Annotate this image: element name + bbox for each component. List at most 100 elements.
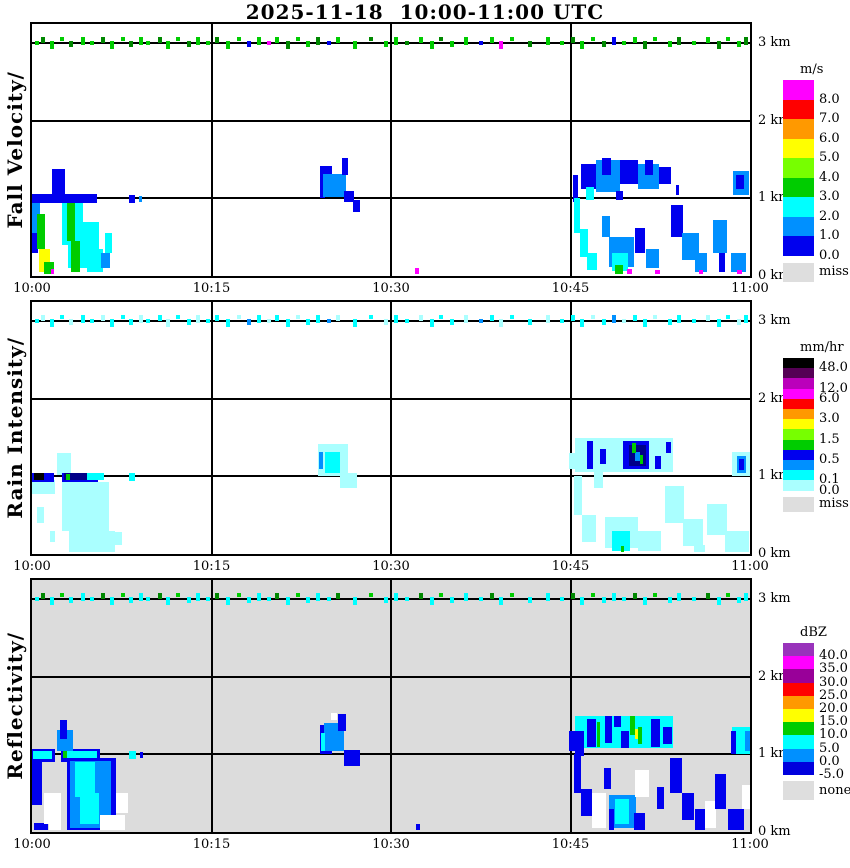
plot-area-1 bbox=[30, 22, 752, 278]
noise-mark bbox=[706, 315, 711, 322]
x-tick-label: 10:30 bbox=[372, 559, 410, 574]
noise-mark bbox=[120, 315, 125, 320]
data-cell bbox=[694, 808, 705, 831]
noise-mark bbox=[450, 41, 455, 48]
colorbar-swatch bbox=[783, 216, 814, 236]
colorbar-tick-label: 3.0 bbox=[819, 411, 840, 427]
colorbar-missing-label: miss bbox=[819, 264, 849, 279]
data-cell bbox=[730, 252, 747, 273]
noise-mark bbox=[353, 41, 358, 50]
data-cell bbox=[724, 530, 749, 553]
colorbar-swatch bbox=[783, 429, 814, 440]
data-cell bbox=[635, 769, 650, 798]
noise-mark bbox=[622, 597, 627, 602]
noise-mark bbox=[478, 597, 483, 602]
noise-mark bbox=[205, 597, 210, 602]
colorbar-tick-label: 0.0 bbox=[819, 247, 840, 263]
x-tick-label: 10:30 bbox=[372, 281, 410, 296]
noise-mark bbox=[215, 37, 220, 44]
noise-mark bbox=[633, 593, 638, 600]
noise-mark bbox=[667, 319, 672, 326]
noise-mark bbox=[429, 41, 434, 50]
data-cell bbox=[36, 213, 46, 249]
noise-mark bbox=[464, 593, 469, 602]
noise-mark bbox=[545, 593, 550, 602]
data-cell bbox=[704, 800, 717, 829]
noise-mark bbox=[677, 315, 682, 324]
data-cell bbox=[572, 175, 578, 203]
data-cell bbox=[582, 515, 596, 543]
colorbar-swatch bbox=[783, 388, 814, 399]
data-cell bbox=[637, 726, 642, 744]
noise-mark bbox=[509, 593, 514, 598]
colorbar-swatch bbox=[783, 368, 814, 379]
colorbar-unit-label: dBZ bbox=[800, 625, 827, 640]
data-cell bbox=[43, 262, 54, 275]
noise-mark bbox=[40, 37, 45, 44]
gridline-vertical bbox=[569, 580, 572, 832]
noise-mark bbox=[59, 37, 64, 42]
colorbar-tick-label: 3.0 bbox=[819, 189, 840, 204]
data-cell bbox=[344, 749, 360, 767]
plot-area-2 bbox=[30, 300, 752, 556]
noise-mark bbox=[316, 315, 320, 324]
noise-mark bbox=[642, 41, 647, 50]
y-tick-label: 3 km bbox=[758, 591, 791, 607]
noise-mark bbox=[69, 41, 74, 48]
noise-mark bbox=[691, 319, 696, 324]
colorbar-swatch bbox=[783, 748, 814, 762]
data-cell bbox=[655, 456, 662, 469]
colorbar-swatch bbox=[783, 695, 814, 709]
noise-mark bbox=[246, 319, 251, 326]
data-cell bbox=[71, 241, 80, 273]
panel-label: Fall Velocity/ bbox=[2, 22, 28, 278]
noise-mark bbox=[34, 41, 39, 46]
noise-mark bbox=[306, 597, 311, 604]
data-cell bbox=[596, 721, 601, 747]
data-cell bbox=[671, 204, 683, 238]
data-cell bbox=[635, 227, 645, 253]
y-tick-label: 0 km bbox=[758, 268, 791, 283]
noise-mark bbox=[737, 597, 742, 604]
x-tick-label: 10:00 bbox=[13, 559, 51, 574]
noise-mark bbox=[450, 597, 455, 604]
colorbar-tick-label: 2.0 bbox=[819, 208, 840, 224]
data-cell bbox=[66, 203, 76, 242]
data-cell bbox=[575, 731, 584, 756]
y-tick-label: 0 km bbox=[758, 546, 791, 561]
data-cell bbox=[604, 768, 612, 790]
data-cell bbox=[32, 762, 42, 805]
data-cell bbox=[650, 718, 661, 747]
gridline-horizontal bbox=[32, 320, 750, 323]
noise-mark bbox=[237, 593, 242, 598]
noise-mark bbox=[110, 319, 115, 328]
noise-mark bbox=[275, 37, 280, 44]
x-tick-label: 11:00 bbox=[731, 559, 769, 574]
noise-mark bbox=[266, 319, 271, 324]
data-cell bbox=[569, 453, 576, 469]
noise-mark bbox=[429, 597, 434, 606]
noise-mark bbox=[158, 315, 163, 322]
colorbar-swatch bbox=[783, 656, 814, 670]
data-cell bbox=[669, 758, 682, 794]
noise-mark bbox=[726, 315, 731, 320]
colorbar-tick-label: 5.0 bbox=[819, 740, 840, 756]
noise-mark bbox=[336, 593, 341, 600]
colorbar-swatch bbox=[783, 722, 814, 736]
colorbar-unit-label: mm/hr bbox=[800, 340, 844, 355]
data-cell bbox=[83, 221, 99, 249]
noise-mark bbox=[622, 319, 627, 324]
noise-mark bbox=[295, 593, 300, 598]
data-cell bbox=[612, 530, 631, 551]
data-cell bbox=[128, 751, 137, 760]
panel-label: Rain Intensity/ bbox=[2, 300, 28, 556]
data-cell bbox=[595, 159, 620, 193]
data-cell bbox=[49, 530, 55, 543]
noise-mark bbox=[237, 315, 242, 320]
data-cell bbox=[115, 793, 128, 813]
panel-label: Reflectivity/ bbox=[2, 578, 28, 834]
data-cell bbox=[632, 443, 636, 454]
colorbar-tick-label: 7.0 bbox=[819, 111, 840, 126]
noise-mark bbox=[326, 319, 331, 324]
